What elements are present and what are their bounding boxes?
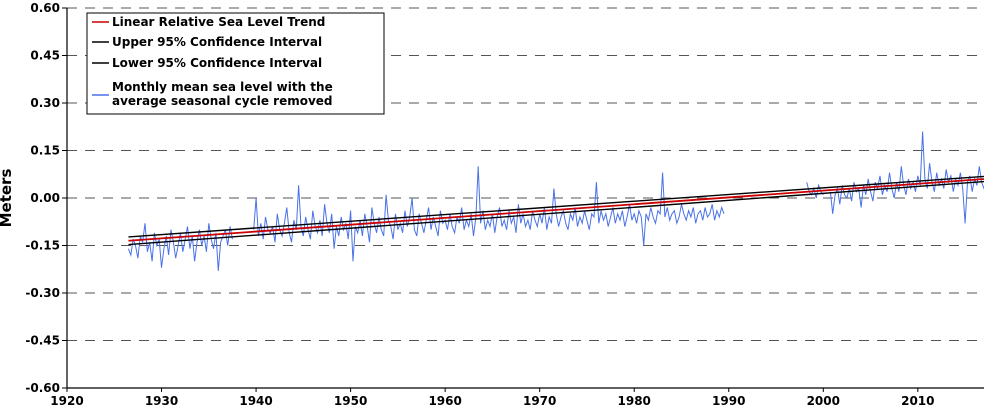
trend-line <box>128 178 984 242</box>
x-tick-label: 1970 <box>523 394 556 408</box>
y-tick-label: -0.15 <box>25 239 60 253</box>
y-tick-label: 0.15 <box>30 144 60 158</box>
monthly-sea-level-line <box>829 131 984 224</box>
legend-label: Monthly mean sea level with the <box>112 80 333 94</box>
x-tick-label: 1980 <box>618 394 651 408</box>
legend-label: Upper 95% Confidence Interval <box>112 35 322 49</box>
plot-series <box>127 131 984 271</box>
x-tick-labels: 1920 1930 1940 1950 1960 1970 1980 1990 2000 2010 <box>50 388 935 408</box>
x-tick-label: 1960 <box>428 394 461 408</box>
y-tick-label: 0.00 <box>30 191 60 205</box>
y-tick-label: 0.45 <box>30 49 60 63</box>
legend-label: Linear Relative Sea Level Trend <box>112 15 325 29</box>
y-tick-label: 0.30 <box>30 96 60 110</box>
legend-label: average seasonal cycle removed <box>112 94 333 108</box>
legend-box <box>86 12 385 115</box>
lower-ci-line <box>128 180 984 246</box>
y-tick-labels: 0.60 0.45 0.30 0.15 0.00 -0.15 -0.30 -0.45 -0.60 <box>25 1 60 395</box>
x-tick-label: 1920 <box>50 394 83 408</box>
y-tick-label: -0.60 <box>25 381 60 395</box>
monthly-sea-level-line <box>253 166 725 262</box>
x-tick-label: 1990 <box>712 394 745 408</box>
x-tick-label: 1930 <box>145 394 178 408</box>
y-axis-label: Meters <box>0 169 15 228</box>
upper-ci-line <box>128 175 984 238</box>
legend: Linear Relative Sea Level Trend Upper 95%… <box>86 12 385 115</box>
x-tick-label: 2010 <box>901 394 934 408</box>
x-tick-label: 1950 <box>334 394 367 408</box>
x-tick-label: 2000 <box>807 394 840 408</box>
x-tick-label: 1940 <box>239 394 272 408</box>
y-tick-label: -0.45 <box>25 334 60 348</box>
y-tick-label: -0.30 <box>25 286 60 300</box>
y-tick-label: 0.60 <box>30 1 60 15</box>
legend-label: Lower 95% Confidence Interval <box>112 56 322 70</box>
